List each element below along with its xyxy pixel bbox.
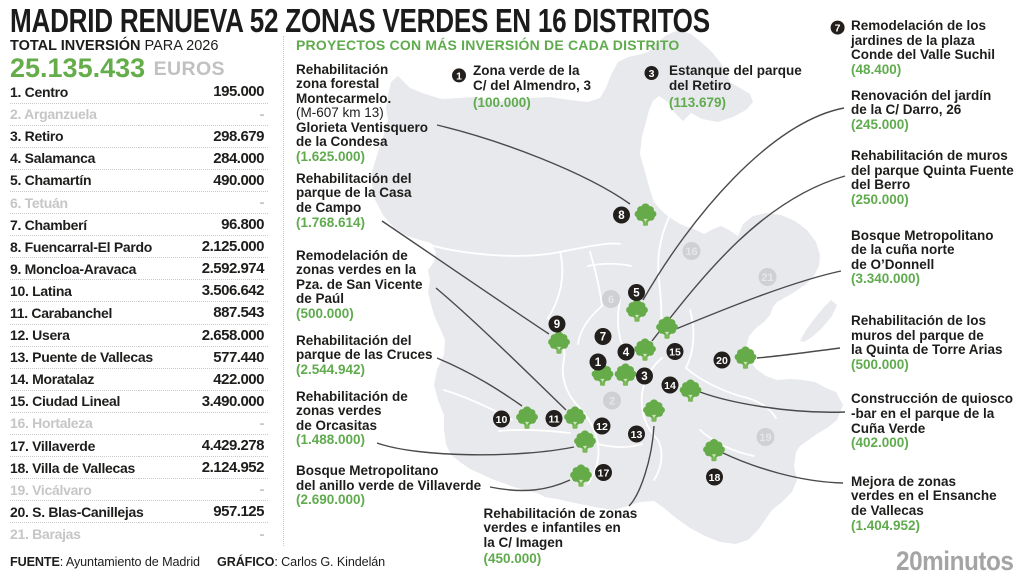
svg-text:3: 3 bbox=[641, 371, 647, 383]
svg-text:1: 1 bbox=[595, 357, 602, 369]
svg-text:20: 20 bbox=[716, 355, 728, 367]
svg-text:10: 10 bbox=[496, 414, 508, 426]
svg-text:5: 5 bbox=[633, 288, 640, 300]
svg-text:14: 14 bbox=[664, 380, 676, 392]
svg-text:19: 19 bbox=[759, 432, 771, 444]
svg-text:7: 7 bbox=[835, 23, 841, 35]
svg-text:6: 6 bbox=[608, 294, 614, 306]
svg-text:11: 11 bbox=[548, 414, 559, 426]
svg-text:1: 1 bbox=[456, 70, 462, 82]
svg-text:15: 15 bbox=[669, 347, 681, 359]
svg-text:21: 21 bbox=[761, 272, 773, 284]
svg-text:12: 12 bbox=[596, 421, 608, 433]
svg-text:16: 16 bbox=[685, 246, 697, 258]
svg-text:17: 17 bbox=[598, 468, 610, 480]
svg-text:4: 4 bbox=[623, 347, 630, 359]
svg-text:3: 3 bbox=[649, 68, 655, 80]
svg-text:2: 2 bbox=[609, 396, 615, 408]
svg-text:18: 18 bbox=[709, 472, 721, 484]
svg-text:13: 13 bbox=[631, 429, 643, 441]
svg-text:7: 7 bbox=[600, 332, 606, 344]
svg-text:8: 8 bbox=[618, 210, 625, 222]
svg-text:9: 9 bbox=[554, 319, 560, 331]
